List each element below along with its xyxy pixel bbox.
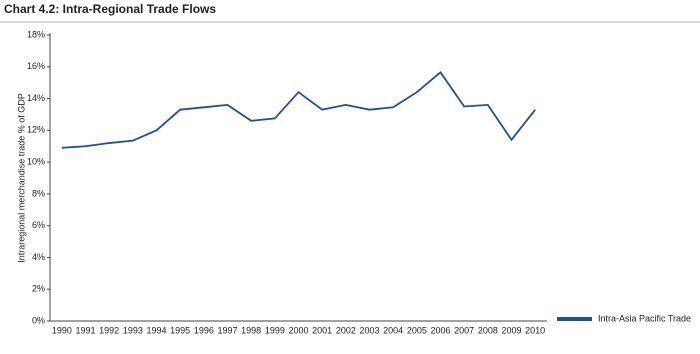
x-tick-label: 2006 [430,325,450,335]
x-tick-label: 2004 [383,325,403,335]
x-tick-label: 2001 [312,325,332,335]
x-tick-label: 2010 [525,325,545,335]
x-tick-label: 1991 [75,325,95,335]
x-tick-label: 1994 [146,325,166,335]
x-tick-label: 2002 [336,325,356,335]
y-tick-label: 12% [27,125,45,135]
y-tick-label: 2% [32,284,45,294]
y-tick-label: 16% [27,61,45,71]
y-tick-label: 10% [27,156,45,166]
y-tick-label: 14% [27,93,45,103]
y-tick-label: 6% [32,220,45,230]
x-tick-label: 1997 [217,325,237,335]
y-tick-label: 18% [27,29,45,39]
y-axis-label: Intraregional merchandise trade % of GDP [16,93,26,263]
line-series [61,71,536,149]
x-tick-label: 1995 [170,325,190,335]
x-tick-label: 1998 [241,325,261,335]
y-tick-label: 4% [32,252,45,262]
x-tick-label: 2003 [359,325,379,335]
x-tick-label: 1993 [123,325,143,335]
x-tick-label: 2009 [501,325,521,335]
x-tick-label: 2007 [454,325,474,335]
y-tick-label: 8% [32,188,45,198]
chart-title: Chart 4.2: Intra-Regional Trade Flows [4,2,216,16]
y-tick-label: 0% [32,315,45,325]
x-tick-label: 1990 [52,325,72,335]
legend-label: Intra-Asia Pacific Trade [598,313,691,323]
x-tick-label: 1996 [194,325,214,335]
x-tick-label: 1999 [265,325,285,335]
x-tick-label: 2005 [407,325,427,335]
x-tick-label: 2000 [288,325,308,335]
x-tick-label: 2008 [478,325,498,335]
x-tick-label: 1992 [99,325,119,335]
